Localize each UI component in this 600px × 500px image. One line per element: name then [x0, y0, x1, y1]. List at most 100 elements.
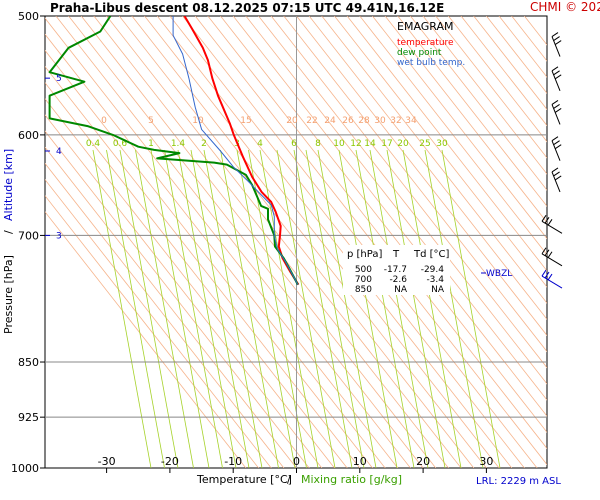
- mixing-ratio-line: [276, 149, 336, 468]
- temperature-tick-label: -30: [98, 455, 116, 468]
- dry-adiabat-line: [334, 16, 547, 288]
- mixing-ratio-line: [441, 149, 501, 468]
- legend-item-dew-point: dew point: [397, 48, 442, 58]
- table-cell: -29.4: [421, 265, 445, 275]
- dry-adiabat-line: [245, 16, 547, 401]
- dry-adiabat-line: [182, 16, 538, 468]
- theta-label: 15: [240, 116, 251, 126]
- mixing-ratio-label: 25: [419, 139, 430, 149]
- table-header-p: p [hPa]: [347, 249, 382, 260]
- temperature-tick-label: -20: [161, 455, 179, 468]
- sounding-series: [48, 16, 300, 286]
- dry-adiabat-line: [220, 16, 547, 433]
- mixing-ratio-label: 14: [364, 139, 376, 149]
- theta-label: 30: [374, 116, 386, 126]
- series-temperature: [183, 16, 300, 286]
- series-dew-point: [48, 16, 299, 286]
- theta-label: 20: [286, 116, 298, 126]
- wind-barb: [551, 66, 562, 91]
- mixing-ratio-label: 20: [397, 139, 409, 149]
- mixing-ratio-line: [164, 149, 223, 468]
- mixing-ratio-line: [106, 149, 165, 468]
- xlabel-temperature: Temperature [°C]: [196, 473, 292, 486]
- wind-barbs: [541, 32, 563, 289]
- theta-label: 26: [342, 116, 354, 126]
- dry-adiabat-line: [384, 16, 547, 224]
- table-cell: NA: [431, 285, 445, 295]
- theta-label: 0: [101, 116, 107, 126]
- mixing-ratio-line: [424, 149, 484, 468]
- table-cell: -3.4: [426, 275, 444, 285]
- legend-title: EMAGRAM: [397, 20, 454, 33]
- mixing-ratio-label: 17: [381, 139, 392, 149]
- mixing-ratio-line: [369, 149, 429, 468]
- xlabel-mixing-ratio: Mixing ratio [g/kg]: [301, 473, 402, 486]
- mixing-ratio-label: 12: [350, 139, 361, 149]
- mixing-ratio-label: 2: [201, 139, 207, 149]
- table-cell: 500: [355, 265, 372, 275]
- altitude-tick-label: 5: [56, 74, 62, 84]
- temperature-tick-label: -10: [224, 455, 242, 468]
- mixing-ratio-line: [402, 149, 462, 468]
- dry-adiabat-line: [45, 211, 247, 468]
- isoline-labels: 0 5 10 15 20 22 24 26 28 30 32 340.4 0.6 1 1.4 2 3 4 6 8 10 1…: [86, 116, 448, 149]
- theta-label: 34: [405, 116, 417, 126]
- dry-adiabat-line: [45, 65, 361, 468]
- mixing-ratio-line: [355, 149, 415, 468]
- series-wet-bulb-temp: [172, 16, 299, 285]
- dry-adiabat-line: [106, 16, 462, 468]
- mixing-ratio-label: 0.4: [86, 139, 101, 149]
- pressure-tick-label: 600: [18, 129, 39, 142]
- mixing-ratio-line: [338, 149, 398, 468]
- mixing-ratio-line: [236, 149, 296, 468]
- dry-adiabat-line: [45, 114, 323, 468]
- chart-title: Praha-Libus descent 08.12.2025 07:15 UTC…: [50, 1, 444, 15]
- temperature-tick-label: 20: [416, 455, 430, 468]
- dry-adiabats: [45, 16, 547, 468]
- ylabel: Pressure [hPa] / Altitude [km]: [2, 149, 15, 334]
- dry-adiabat-line: [45, 195, 259, 468]
- dry-adiabat-line: [422, 16, 547, 175]
- ylabel-separator: /: [2, 230, 15, 234]
- dry-adiabat-line: [460, 16, 547, 127]
- theta-label: 32: [390, 116, 401, 126]
- temperature-tick-label: 10: [353, 455, 367, 468]
- dry-adiabat-line: [80, 16, 437, 468]
- temperature-tick-label: 30: [479, 455, 493, 468]
- mixing-ratio-line: [305, 149, 365, 468]
- pressure-tick-label: 850: [18, 356, 39, 369]
- mixing-ratio-line: [293, 149, 353, 468]
- wind-barb: [541, 215, 563, 234]
- mixing-ratio-label: 0.6: [113, 139, 128, 149]
- ylabel-pressure: Pressure [hPa]: [2, 255, 15, 334]
- mixing-ratio-line: [317, 149, 377, 468]
- mixing-ratio-line: [119, 149, 179, 468]
- xlabel-separator: /: [287, 473, 291, 486]
- dry-adiabat-line: [511, 16, 547, 62]
- pressure-tick-label: 500: [18, 10, 39, 23]
- dry-adiabat-line: [435, 16, 547, 159]
- mixing-ratio-line: [177, 149, 237, 468]
- table-cell: -17.7: [384, 265, 407, 275]
- altitude-tick-label: 4: [56, 147, 62, 157]
- table-background: [343, 245, 450, 295]
- dry-adiabat-line: [169, 16, 525, 468]
- mixing-ratio-line: [92, 149, 152, 468]
- mixing-ratio-line: [220, 149, 279, 468]
- altitude-tick-label: 3: [56, 231, 62, 241]
- dry-adiabat-line: [45, 82, 348, 468]
- dry-adiabat-line: [473, 16, 547, 111]
- dry-adiabat-line: [258, 16, 547, 385]
- table-cell: 700: [355, 275, 372, 285]
- legend: EMAGRAM temperature dew point wet bulb t…: [397, 20, 465, 68]
- dry-adiabat-line: [397, 16, 547, 207]
- legend-item-wet-bulb: wet bulb temp.: [397, 58, 465, 68]
- mixing-ratio-line: [135, 149, 194, 468]
- ylabel-altitude: Altitude [km]: [2, 149, 15, 221]
- wind-barb: [551, 99, 562, 125]
- dry-adiabat-line: [372, 16, 547, 240]
- table-header-td: Td [°C]: [413, 249, 450, 260]
- dry-adiabat-line: [232, 16, 547, 417]
